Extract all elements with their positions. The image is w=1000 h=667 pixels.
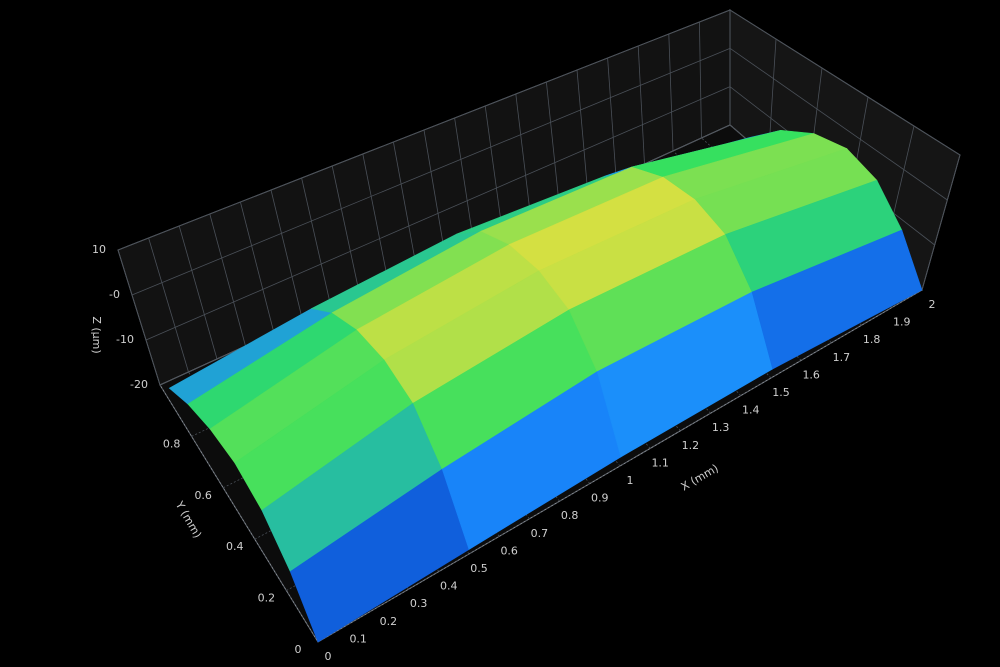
z-axis-title: Z (µm) [90, 316, 103, 353]
x-tick-label: 0.2 [380, 615, 398, 628]
x-grid-line [576, 69, 588, 191]
x-tick-label: 1.6 [802, 368, 820, 381]
x-grid-line [331, 165, 360, 295]
x-tick-label: 0.1 [349, 632, 367, 645]
x-grid-line [546, 81, 560, 204]
z-grid-line [145, 86, 731, 341]
x-tick-label: 1.3 [712, 421, 730, 434]
x-tick-label: 0.3 [410, 597, 428, 610]
x-tick-label: 0.4 [440, 580, 458, 593]
z-grid-line [131, 47, 731, 296]
x-grid-line [178, 225, 218, 360]
z-grid-line [729, 9, 961, 156]
x-tick-label: 1.1 [651, 456, 669, 469]
y-tick-label: 0.2 [258, 592, 276, 605]
x-grid-line [362, 153, 389, 282]
x-grid-line [209, 213, 246, 347]
x-grid-line [637, 45, 645, 165]
x-tick-label: 0.8 [561, 509, 579, 522]
y-grid-line [921, 154, 961, 291]
x-tick-label: 0 [325, 650, 332, 663]
x-tick-label: 0.7 [531, 527, 549, 540]
x-grid-line [393, 141, 417, 269]
z-tick-label: -0 [109, 288, 120, 301]
x-grid-line [607, 57, 617, 178]
x-grid-line [699, 21, 702, 139]
x-tick-label: 0.9 [591, 492, 609, 505]
x-tick-label: 1.7 [833, 351, 851, 364]
z-grid-line [729, 48, 948, 201]
z-tick-label: -10 [116, 333, 134, 346]
x-grid-line [270, 189, 303, 321]
x-tick-label: 1 [627, 474, 634, 487]
x-tick-label: 1.9 [893, 316, 911, 329]
x-tick-label: 0.6 [500, 544, 518, 557]
x-grid-line [484, 105, 503, 230]
y-floor-grid-line [317, 289, 923, 643]
x-grid-line [301, 177, 332, 308]
x-grid-line [148, 237, 189, 373]
x-tick-label: 1.5 [772, 386, 790, 399]
z-tick-label: -20 [130, 378, 148, 391]
y-tick-label: 0.4 [226, 540, 244, 553]
z-grid-line [117, 9, 731, 251]
x-tick-label: 2 [929, 298, 936, 311]
x-grid-line [668, 33, 674, 152]
x-grid-line [454, 117, 474, 243]
x-grid-line [515, 93, 531, 217]
x-tick-label: 0.5 [470, 562, 488, 575]
surface-cell [751, 229, 923, 370]
y-tick-label: 0.6 [194, 489, 212, 502]
x-grid-line [117, 249, 161, 386]
x-grid-line [423, 129, 446, 256]
x-tick-label: 1.8 [863, 333, 881, 346]
y-tick-label: 0 [295, 643, 302, 656]
x-tick-label: 1.2 [682, 439, 700, 452]
x-tick-label: 1.4 [742, 404, 760, 417]
z-tick-label: 10 [92, 243, 106, 256]
y-tick-label: 0.8 [163, 437, 181, 450]
x-grid-line [240, 201, 275, 334]
